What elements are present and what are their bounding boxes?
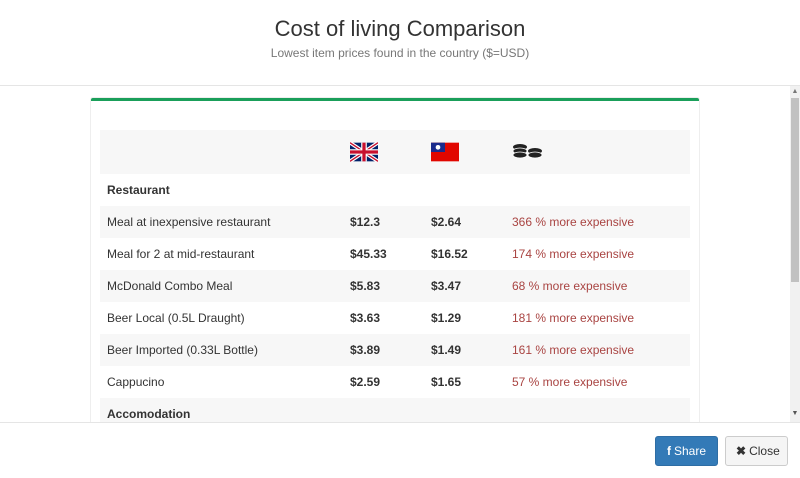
modal-footer: f Share ✖ Close xyxy=(0,422,800,478)
modal-subtitle: Lowest item prices found in the country … xyxy=(270,46,530,60)
section-row-restaurant: Restaurant xyxy=(100,174,690,206)
item-label: McDonald Combo Meal xyxy=(107,279,233,293)
item-label: Meal at inexpensive restaurant xyxy=(107,215,271,229)
scroll-down-arrow-icon[interactable]: ▼ xyxy=(791,410,799,417)
modal-scrollbar[interactable]: ▲ ▼ xyxy=(790,86,800,422)
section-row-accomodation: Accomodation xyxy=(100,398,690,422)
modal-header: Cost of living Comparison Lowest item pr… xyxy=(0,0,800,86)
uk-price: $45.33 xyxy=(350,247,387,261)
comparison-table: Restaurant Meal at inexpensive restauran… xyxy=(100,130,690,422)
share-button-label: Share xyxy=(673,444,707,458)
close-button-label: Close xyxy=(749,444,780,458)
price-difference: 174 % more expensive xyxy=(512,247,635,261)
comparison-panel: Restaurant Meal at inexpensive restauran… xyxy=(91,98,699,422)
taiwan-flag-icon xyxy=(431,142,459,162)
uk-price: $12.3 xyxy=(350,215,381,229)
section-label: Accomodation xyxy=(107,407,191,421)
uk-price: $3.89 xyxy=(350,343,381,357)
price-difference: 366 % more expensive xyxy=(512,215,635,229)
modal-body: Restaurant Meal at inexpensive restauran… xyxy=(0,86,790,422)
close-icon: ✖ xyxy=(736,444,747,458)
taiwan-price: $3.47 xyxy=(431,279,462,293)
share-button[interactable]: f Share xyxy=(655,436,718,466)
item-label: Cappucino xyxy=(107,375,165,389)
table-row: Meal at inexpensive restaurant $12.3 $2.… xyxy=(100,206,690,238)
table-header-row xyxy=(100,130,690,174)
taiwan-price: $1.65 xyxy=(431,375,462,389)
taiwan-price: $16.52 xyxy=(431,247,468,261)
table-row: Beer Local (0.5L Draught) $3.63 $1.29 18… xyxy=(100,302,690,334)
table-row: Beer Imported (0.33L Bottle) $3.89 $1.49… xyxy=(100,334,690,366)
item-label: Beer Imported (0.33L Bottle) xyxy=(107,343,258,357)
taiwan-price: $1.29 xyxy=(431,311,462,325)
price-difference: 68 % more expensive xyxy=(512,279,628,293)
uk-price: $3.63 xyxy=(350,311,381,325)
price-difference: 57 % more expensive xyxy=(512,375,628,389)
price-difference: 161 % more expensive xyxy=(512,343,635,357)
scroll-up-arrow-icon[interactable]: ▲ xyxy=(791,88,799,95)
item-label: Beer Local (0.5L Draught) xyxy=(107,311,245,325)
taiwan-price: $2.64 xyxy=(431,215,462,229)
uk-price: $2.59 xyxy=(350,375,381,389)
table-row: Meal for 2 at mid-restaurant $45.33 $16.… xyxy=(100,238,690,270)
coins-icon xyxy=(512,144,543,159)
scroll-thumb[interactable] xyxy=(791,98,799,282)
facebook-icon: f xyxy=(666,444,671,458)
uk-flag-icon xyxy=(350,142,378,162)
modal-title: Cost of living Comparison xyxy=(274,16,526,41)
table-row: Cappucino $2.59 $1.65 57 % more expensiv… xyxy=(100,366,690,398)
item-label: Meal for 2 at mid-restaurant xyxy=(107,247,255,261)
section-label: Restaurant xyxy=(107,183,170,197)
price-difference: 181 % more expensive xyxy=(512,311,635,325)
close-button[interactable]: ✖ Close xyxy=(725,436,788,466)
uk-price: $5.83 xyxy=(350,279,381,293)
table-row: McDonald Combo Meal $5.83 $3.47 68 % mor… xyxy=(100,270,690,302)
taiwan-price: $1.49 xyxy=(431,343,462,357)
